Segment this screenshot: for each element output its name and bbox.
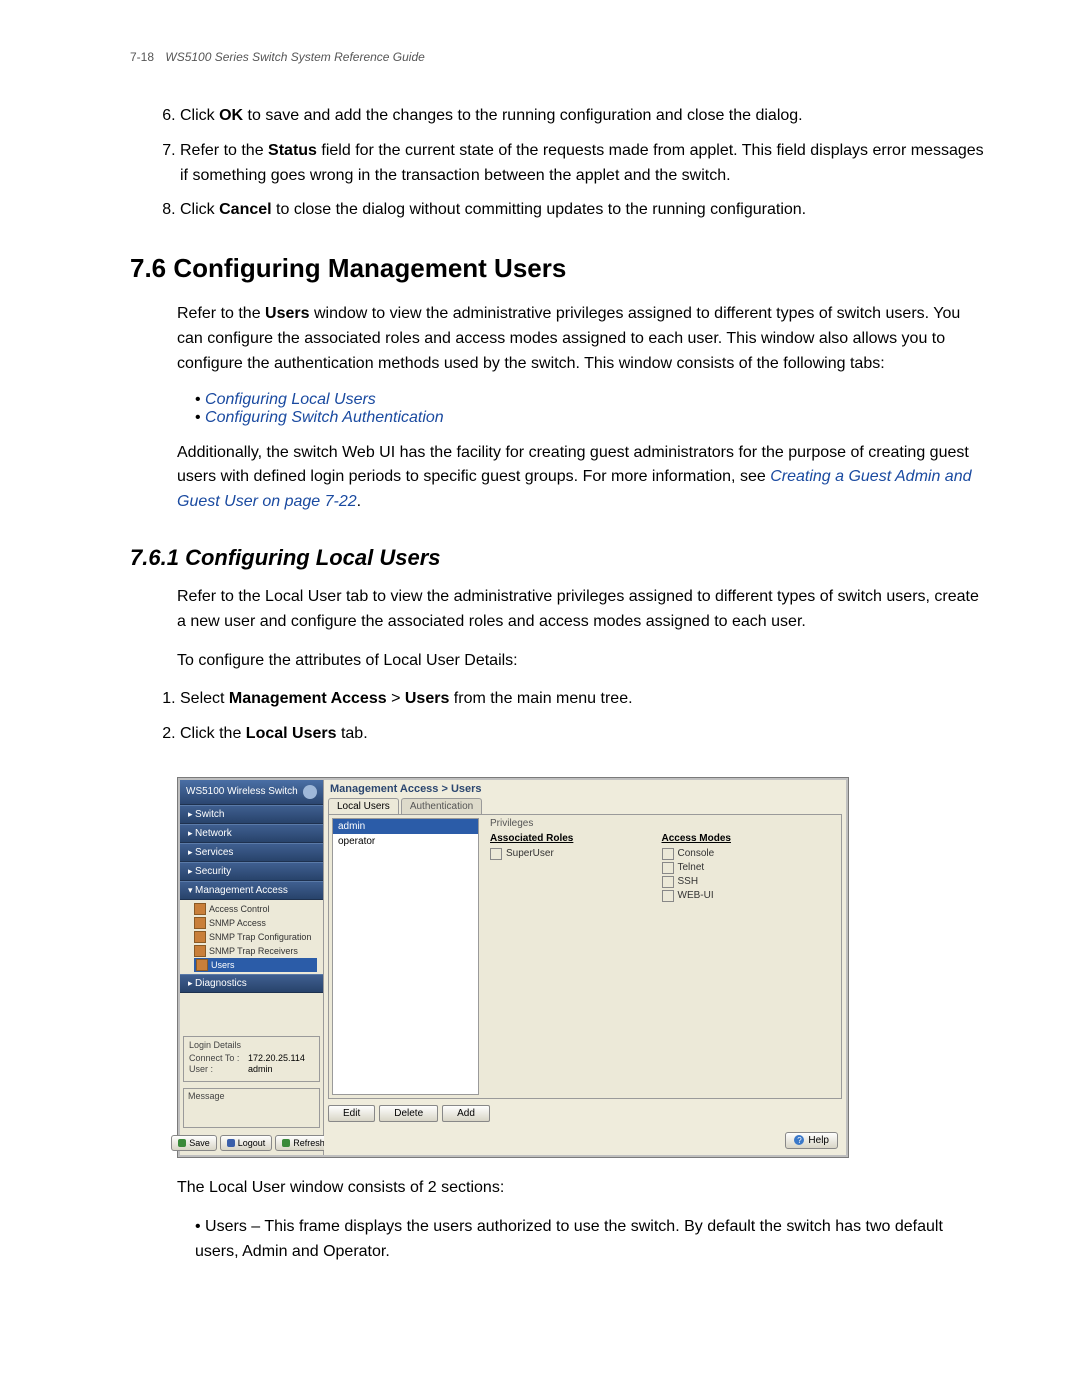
nav-services[interactable]: Services bbox=[180, 843, 323, 862]
tabs: Local Users Authentication bbox=[324, 798, 846, 814]
brand-bar: WS5100 Wireless Switch bbox=[180, 780, 323, 805]
brand-badge-icon bbox=[303, 785, 317, 799]
tab-links: Configuring Local Users Configuring Swit… bbox=[195, 391, 990, 427]
nav-security[interactable]: Security bbox=[180, 862, 323, 881]
user-row-admin[interactable]: admin bbox=[333, 819, 478, 834]
mode-webui: WEB-UI bbox=[662, 890, 834, 902]
refresh-icon bbox=[282, 1139, 290, 1147]
nav-sub-users[interactable]: Users bbox=[194, 958, 317, 972]
steps-upper: Click OK to save and add the changes to … bbox=[180, 104, 990, 223]
modes-header: Access Modes bbox=[662, 833, 834, 844]
nav-tree[interactable]: Switch Network Services Security Managem… bbox=[180, 805, 323, 1033]
folder-icon bbox=[194, 917, 206, 929]
role-icon bbox=[490, 848, 502, 860]
message-box: Message bbox=[183, 1088, 320, 1128]
mode-icon bbox=[662, 890, 674, 902]
save-button[interactable]: Save bbox=[171, 1135, 217, 1151]
mode-icon bbox=[662, 862, 674, 874]
privileges-panel: Privileges Associated Roles SuperUser Ac… bbox=[482, 815, 841, 1098]
sub-para1: Refer to the Local User tab to view the … bbox=[177, 585, 990, 635]
nav-sub-snmp-trap[interactable]: SNMP Trap Configuration bbox=[194, 930, 323, 944]
sub-para2: To configure the attributes of Local Use… bbox=[177, 649, 990, 674]
delete-button[interactable]: Delete bbox=[379, 1105, 438, 1122]
logout-icon bbox=[227, 1139, 235, 1147]
role-superuser: SuperUser bbox=[490, 848, 662, 860]
mode-console: Console bbox=[662, 848, 834, 860]
step-7: Refer to the Status field for the curren… bbox=[180, 139, 990, 189]
section-heading: 7.6 Configuring Management Users bbox=[130, 253, 990, 284]
nav-sub-access[interactable]: Access Control bbox=[194, 902, 323, 916]
tab-authentication[interactable]: Authentication bbox=[401, 798, 482, 814]
screenshot: WS5100 Wireless Switch Switch Network Se… bbox=[177, 777, 849, 1158]
mode-icon bbox=[662, 876, 674, 888]
nav-diagnostics[interactable]: Diagnostics bbox=[180, 974, 323, 993]
action-buttons: Edit Delete Add bbox=[324, 1099, 846, 1128]
folder-icon bbox=[194, 903, 206, 915]
nav-sub: Access Control SNMP Access SNMP Trap Con… bbox=[180, 900, 323, 974]
sidebar: WS5100 Wireless Switch Switch Network Se… bbox=[180, 780, 324, 1155]
roles-header: Associated Roles bbox=[490, 833, 662, 844]
steps-lower: Select Management Access > Users from th… bbox=[180, 687, 990, 747]
doc-title: WS5100 Series Switch System Reference Gu… bbox=[165, 50, 424, 64]
step-b2: Click the Local Users tab. bbox=[180, 722, 990, 747]
subsection-heading: 7.6.1 Configuring Local Users bbox=[130, 545, 990, 571]
page-number: 7-18 bbox=[130, 50, 154, 64]
after-shot-bullets: Users – This frame displays the users au… bbox=[195, 1215, 990, 1265]
mode-telnet: Telnet bbox=[662, 862, 834, 874]
link-local-users[interactable]: Configuring Local Users bbox=[205, 391, 376, 408]
logout-button[interactable]: Logout bbox=[220, 1135, 273, 1151]
tab-local-users[interactable]: Local Users bbox=[328, 798, 399, 814]
content-area: Management Access > Users Local Users Au… bbox=[324, 780, 846, 1155]
nav-sub-snmp-recv[interactable]: SNMP Trap Receivers bbox=[194, 944, 323, 958]
help-icon: ? bbox=[794, 1135, 804, 1145]
after-shot-para: The Local User window consists of 2 sect… bbox=[177, 1176, 990, 1201]
folder-icon bbox=[194, 931, 206, 943]
user-row-operator[interactable]: operator bbox=[333, 834, 478, 849]
step-8: Click Cancel to close the dialog without… bbox=[180, 198, 990, 223]
nav-mgmt-access[interactable]: Management Access bbox=[180, 881, 323, 900]
nav-switch[interactable]: Switch bbox=[180, 805, 323, 824]
link-switch-auth[interactable]: Configuring Switch Authentication bbox=[205, 409, 444, 426]
step-6: Click OK to save and add the changes to … bbox=[180, 104, 990, 129]
folder-icon bbox=[194, 945, 206, 957]
nav-sub-snmp[interactable]: SNMP Access bbox=[194, 916, 323, 930]
add-button[interactable]: Add bbox=[442, 1105, 490, 1122]
edit-button[interactable]: Edit bbox=[328, 1105, 375, 1122]
mode-icon bbox=[662, 848, 674, 860]
page-header: 7-18 WS5100 Series Switch System Referen… bbox=[130, 50, 990, 64]
nav-network[interactable]: Network bbox=[180, 824, 323, 843]
bullet-users: Users – This frame displays the users au… bbox=[195, 1215, 990, 1265]
folder-icon bbox=[196, 959, 208, 971]
breadcrumb: Management Access > Users bbox=[324, 780, 846, 798]
save-icon bbox=[178, 1139, 186, 1147]
section-intro: Refer to the Users window to view the ad… bbox=[177, 302, 990, 376]
mode-ssh: SSH bbox=[662, 876, 834, 888]
help-button[interactable]: ?Help bbox=[785, 1132, 838, 1149]
footer-buttons: Save Logout Refresh bbox=[180, 1131, 323, 1155]
section-para2: Additionally, the switch Web UI has the … bbox=[177, 441, 990, 515]
login-details: Login Details Connect To :172.20.25.114 … bbox=[183, 1036, 320, 1082]
step-b1: Select Management Access > Users from th… bbox=[180, 687, 990, 712]
user-list[interactable]: admin operator bbox=[332, 818, 479, 1095]
